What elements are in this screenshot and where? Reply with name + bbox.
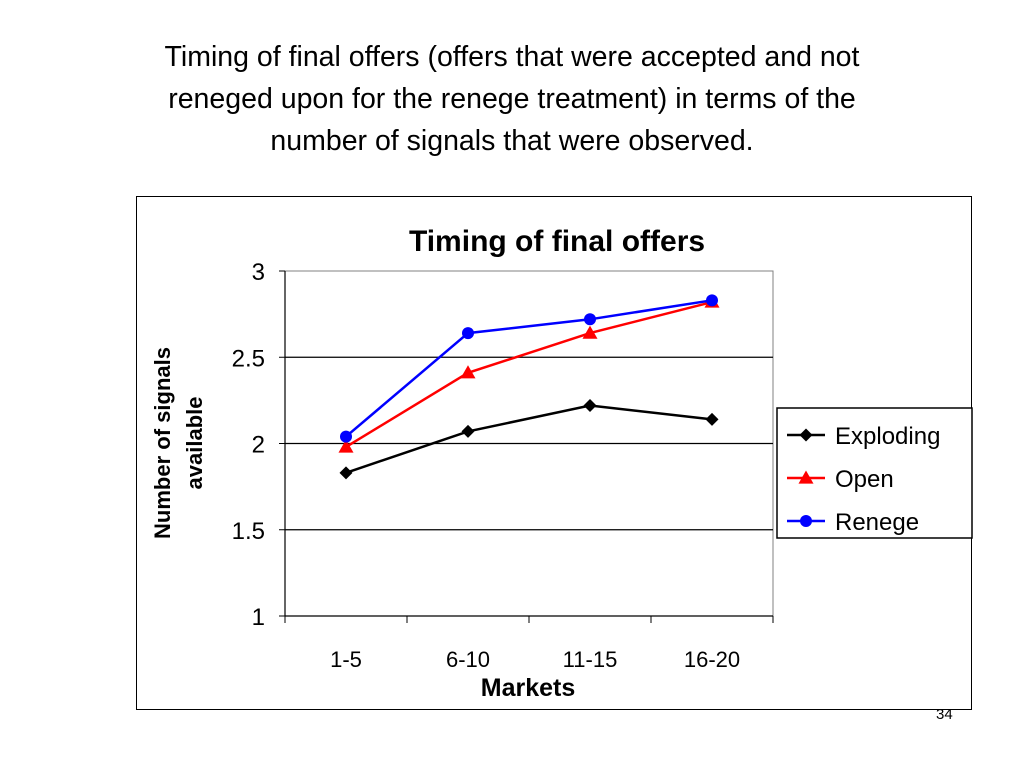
x-tick-label: 11-15 — [563, 647, 618, 672]
page-number: 34 — [936, 706, 953, 723]
y-tick-label: 2.5 — [232, 345, 265, 372]
series-line-exploding — [345, 404, 713, 475]
line-chart: Timing of final offers 1 1.5 2 2.5 3 1-5 6-10 11… — [150, 225, 973, 702]
y-axis-title: Number of signals available — [150, 347, 207, 539]
y-tick-label: 3 — [252, 259, 265, 286]
data-point-open — [460, 365, 476, 379]
slide-title: Timing of final offers (offers that were… — [60, 36, 964, 162]
legend-marker-exploding — [799, 428, 813, 442]
data-point-open — [582, 325, 598, 339]
chart-frame: Timing of final offers 1 1.5 2 2.5 3 1-5 6-10 11… — [136, 196, 973, 710]
legend-label-renege: Renege — [835, 509, 919, 536]
data-point-exploding — [583, 399, 597, 413]
legend-label-open: Open — [835, 466, 894, 493]
slide-title-line-1: Timing of final offers (offers that were… — [164, 41, 860, 73]
y-tick-label: 1 — [252, 604, 265, 631]
series-line-open — [345, 300, 713, 449]
y-axis-title-line: available — [182, 397, 207, 490]
legend-marker-renege — [800, 515, 812, 527]
y-axis-title-line: Number of signals — [150, 347, 175, 539]
data-point-open — [338, 439, 354, 453]
data-point-renege — [584, 313, 596, 326]
data-point-renege — [340, 430, 352, 443]
data-point-exploding — [705, 412, 719, 426]
x-tick-label: 16-20 — [684, 647, 740, 672]
x-tick-label: 6-10 — [446, 647, 490, 672]
slide-title-line-2: reneged upon for the renege treatment) i… — [168, 83, 856, 115]
legend-marker-open — [798, 470, 814, 484]
data-point-exploding — [339, 466, 353, 480]
legend-label-exploding: Exploding — [835, 423, 940, 450]
data-point-renege — [462, 327, 474, 340]
series-line-renege — [345, 299, 713, 438]
y-tick-label: 1.5 — [232, 518, 265, 545]
slide-title-line-3: number of signals that were observed. — [270, 125, 754, 157]
x-axis-title: Markets — [481, 674, 576, 702]
data-point-renege — [706, 294, 718, 307]
x-tick-label: 1-5 — [330, 647, 362, 672]
y-tick-label: 2 — [252, 432, 265, 459]
data-point-exploding — [461, 424, 475, 438]
chart-title: Timing of final offers — [409, 225, 705, 258]
